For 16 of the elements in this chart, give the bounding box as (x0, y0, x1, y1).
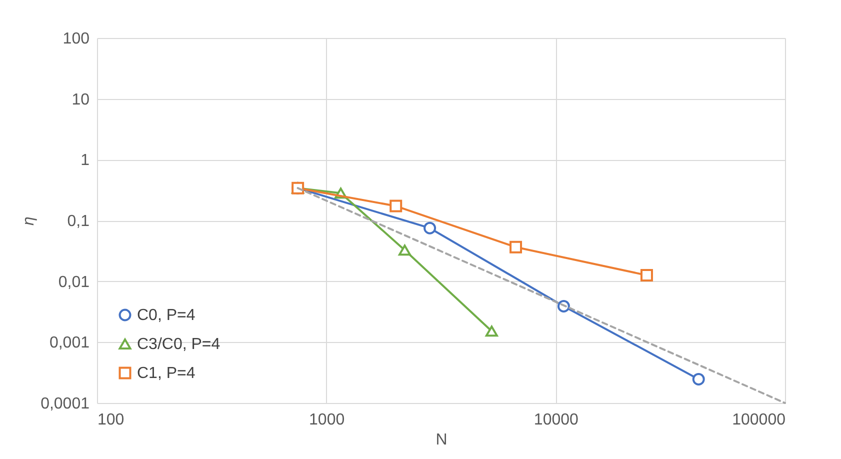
y-axis-title: η (20, 216, 38, 226)
legend-label: C1, P=4 (137, 365, 196, 382)
y-tick-label: 100 (62, 30, 90, 48)
y-tick-label: 0,01 (58, 274, 90, 291)
x-tick-label: 100 (98, 412, 124, 428)
y-tick-label: 1 (80, 152, 90, 170)
y-tick-label: 0,0001 (40, 396, 90, 412)
y-tick-label: 10 (72, 91, 90, 108)
legend-label: C3/C0, P=4 (137, 336, 220, 353)
x-tick-label: 100000 (732, 412, 786, 428)
x-axis-title: N (436, 432, 448, 448)
y-tick-label: 0,1 (67, 213, 90, 230)
y-tick-label: 0,001 (49, 334, 90, 352)
x-tick-label: 1000 (309, 412, 345, 428)
legend-label: C0, P=4 (137, 307, 196, 324)
x-tick-label: 10000 (534, 412, 579, 428)
